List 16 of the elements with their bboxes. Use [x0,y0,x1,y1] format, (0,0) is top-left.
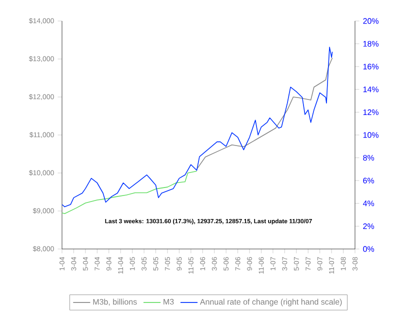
y2-tick-label: 16% [363,64,379,70]
line-series [62,170,198,214]
y2-tick-label: 2% [363,223,374,230]
y2-tick-label: 18% [363,40,379,47]
legend-label: M3 [164,298,174,305]
legend-label: M3b, billions [93,298,137,306]
legend-label: Annual rate of change (right hand scale) [200,298,342,306]
y2-tick-label: 8% [363,154,374,161]
y2-tick-label: 10% [363,132,379,138]
y2-tick-label: 4% [362,200,374,206]
y2-tick-label: 0% [363,246,374,252]
y2-tick-label: 20% [363,18,379,24]
y2-tick-label: 12% [363,109,379,116]
y2-tick-label: 6% [363,178,374,184]
y2-tick-label: 14% [363,86,379,92]
line-series [62,46,333,208]
